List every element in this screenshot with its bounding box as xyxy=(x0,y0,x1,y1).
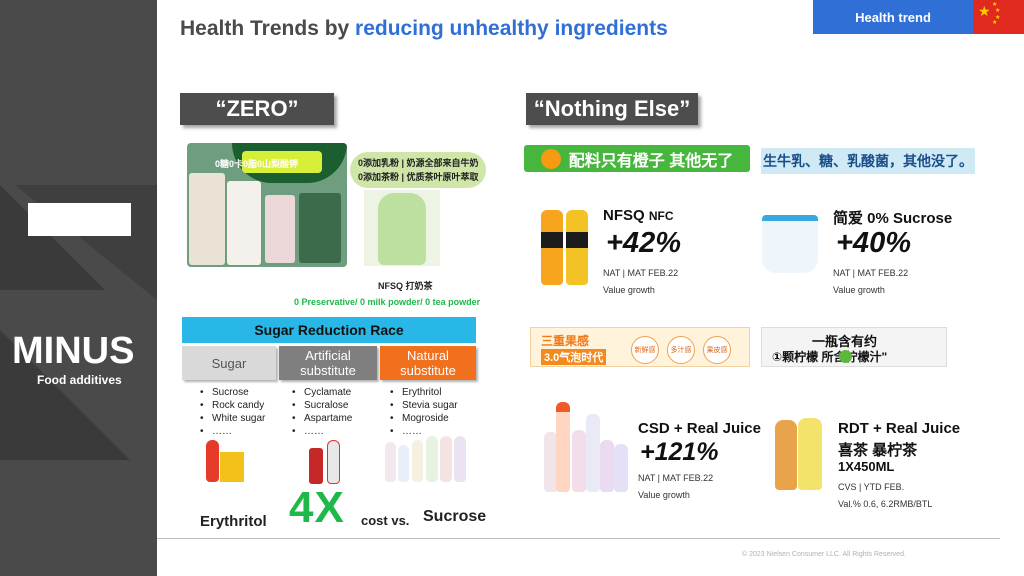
list-item: Sucralose xyxy=(292,399,352,412)
zero-heading: “ZERO” xyxy=(180,93,334,125)
nfsq-milk-tea-bottle xyxy=(378,193,426,265)
cost-vs-label: cost vs. xyxy=(361,513,410,528)
decorative-triangles xyxy=(0,185,157,460)
csd-growth: +121% xyxy=(640,438,719,466)
page-title-highlight: reducing unhealthy ingredients xyxy=(355,17,668,40)
erythritol-label: Erythritol xyxy=(200,513,267,530)
zero-tagline: 0 Preservative/ 0 milk powder/ 0 tea pow… xyxy=(294,297,481,307)
race-col-artificial: Artificial substitute xyxy=(279,346,377,380)
list-item: Cyclamate xyxy=(292,386,352,399)
nfsq-name: NFSQ NFC xyxy=(603,207,674,224)
rdt-name: RDT + Real Juice xyxy=(838,420,961,437)
race-list-sugar: Sucrose Rock candy White sugar …… xyxy=(200,386,265,438)
rdt-note: Val.% 0.6, 6.2RMB/BTL xyxy=(838,499,933,509)
rdt-meta: CVS | YTD FEB. xyxy=(838,482,905,492)
orange-icon xyxy=(540,148,561,169)
zero-caption-bubble xyxy=(350,152,486,188)
nothing-else-heading: “Nothing Else” xyxy=(526,93,698,125)
banner-orange-only: 配料只有橙子 其他无了 xyxy=(524,145,750,172)
cost-multiplier: 4X xyxy=(289,483,345,532)
left-panel-box xyxy=(28,203,131,236)
rdt-size: 1X450ML xyxy=(838,459,895,474)
list-item: Rock candy xyxy=(200,399,265,412)
jianai-growth: +40% xyxy=(836,227,911,259)
sucrose-label: Sucrose xyxy=(423,508,487,525)
jianai-yogurt-image xyxy=(762,215,818,273)
page-title-prefix: Health Trends by xyxy=(180,17,356,40)
jianai-note: Value growth xyxy=(833,285,885,295)
copyright: © 2023 Nielsen Consumer LLC. All Rights … xyxy=(742,551,906,558)
zero-caption-line1: 0添加乳粉 | 奶源全部来自牛奶 xyxy=(358,158,479,168)
race-list-artificial: Cyclamate Sucralose Aspartame …… xyxy=(292,386,352,438)
china-flag-icon: ★ ★ ★ ★ ★ xyxy=(973,0,1024,34)
csd-note: Value growth xyxy=(638,490,690,500)
banner-triple-fruit: 三重果感 3.0气泡时代 新鲜感 多汁感 果皮感 xyxy=(530,327,750,367)
footer-divider xyxy=(157,538,1000,539)
list-item: Aspartame xyxy=(292,412,352,425)
race-col-natural: Natural substitute xyxy=(380,346,476,380)
jianai-name: 简爱 0% Sucrose xyxy=(833,210,953,227)
jianai-meta: NAT | MAT FEB.22 xyxy=(833,268,909,278)
sugar-race-title: Sugar Reduction Race xyxy=(182,317,476,343)
banner-blue-milk: 生牛乳、糖、乳酸菌，其他没了。 xyxy=(761,148,975,174)
list-item: Sucrose xyxy=(200,386,265,399)
list-item: …… xyxy=(200,425,265,438)
banner-lemon: 一瓶含有约 ①颗柠檬 所含柠檬汁" xyxy=(761,327,947,367)
health-trend-tag: Health trend xyxy=(813,0,973,34)
section-title-minus: MINUS xyxy=(12,330,135,372)
banner-orange-text: 配料只有橙子 其他无了 xyxy=(568,152,734,170)
left-panel: MINUS Food additives xyxy=(0,0,157,576)
race-col-sugar: Sugar xyxy=(182,346,276,380)
list-item: Stevia sugar xyxy=(390,399,458,412)
section-subtitle: Food additives xyxy=(37,373,122,387)
csd-meta: NAT | MAT FEB.22 xyxy=(638,473,714,483)
zero-pack-text: 0糖0卡0脂0山梨酸钾 xyxy=(215,159,299,169)
csd-name: CSD + Real Juice xyxy=(638,420,761,437)
zero-caption-line2: 0添加茶粉 | 优质茶叶原叶萃取 xyxy=(358,172,479,182)
nfsq-note: Value growth xyxy=(603,285,655,295)
list-item: Mogroside xyxy=(390,412,458,425)
zero-product-name: NFSQ 打奶茶 xyxy=(378,281,433,291)
race-list-natural: Erythritol Stevia sugar Mogroside …… xyxy=(390,386,458,438)
nfsq-growth: +42% xyxy=(606,227,681,259)
zero-product-image: 0糖0卡0脂0山梨酸钾 xyxy=(187,143,347,267)
nfsq-meta: NAT | MAT FEB.22 xyxy=(603,268,679,278)
page-title: Health Trends by reducing unhealthy ingr… xyxy=(180,17,668,41)
list-item: …… xyxy=(390,425,458,438)
list-item: Erythritol xyxy=(390,386,458,399)
list-item: White sugar xyxy=(200,412,265,425)
list-item: …… xyxy=(292,425,352,438)
lemon-icon xyxy=(839,350,852,363)
rdt-brand: 喜茶 暴柠茶 xyxy=(838,442,918,459)
